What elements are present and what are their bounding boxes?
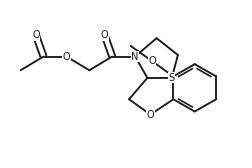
Text: O: O	[63, 52, 70, 61]
Text: S: S	[169, 73, 175, 83]
Text: O: O	[101, 30, 108, 40]
Text: O: O	[32, 30, 40, 40]
Text: N: N	[132, 52, 139, 61]
Text: O: O	[147, 110, 154, 120]
Text: O: O	[148, 56, 156, 66]
